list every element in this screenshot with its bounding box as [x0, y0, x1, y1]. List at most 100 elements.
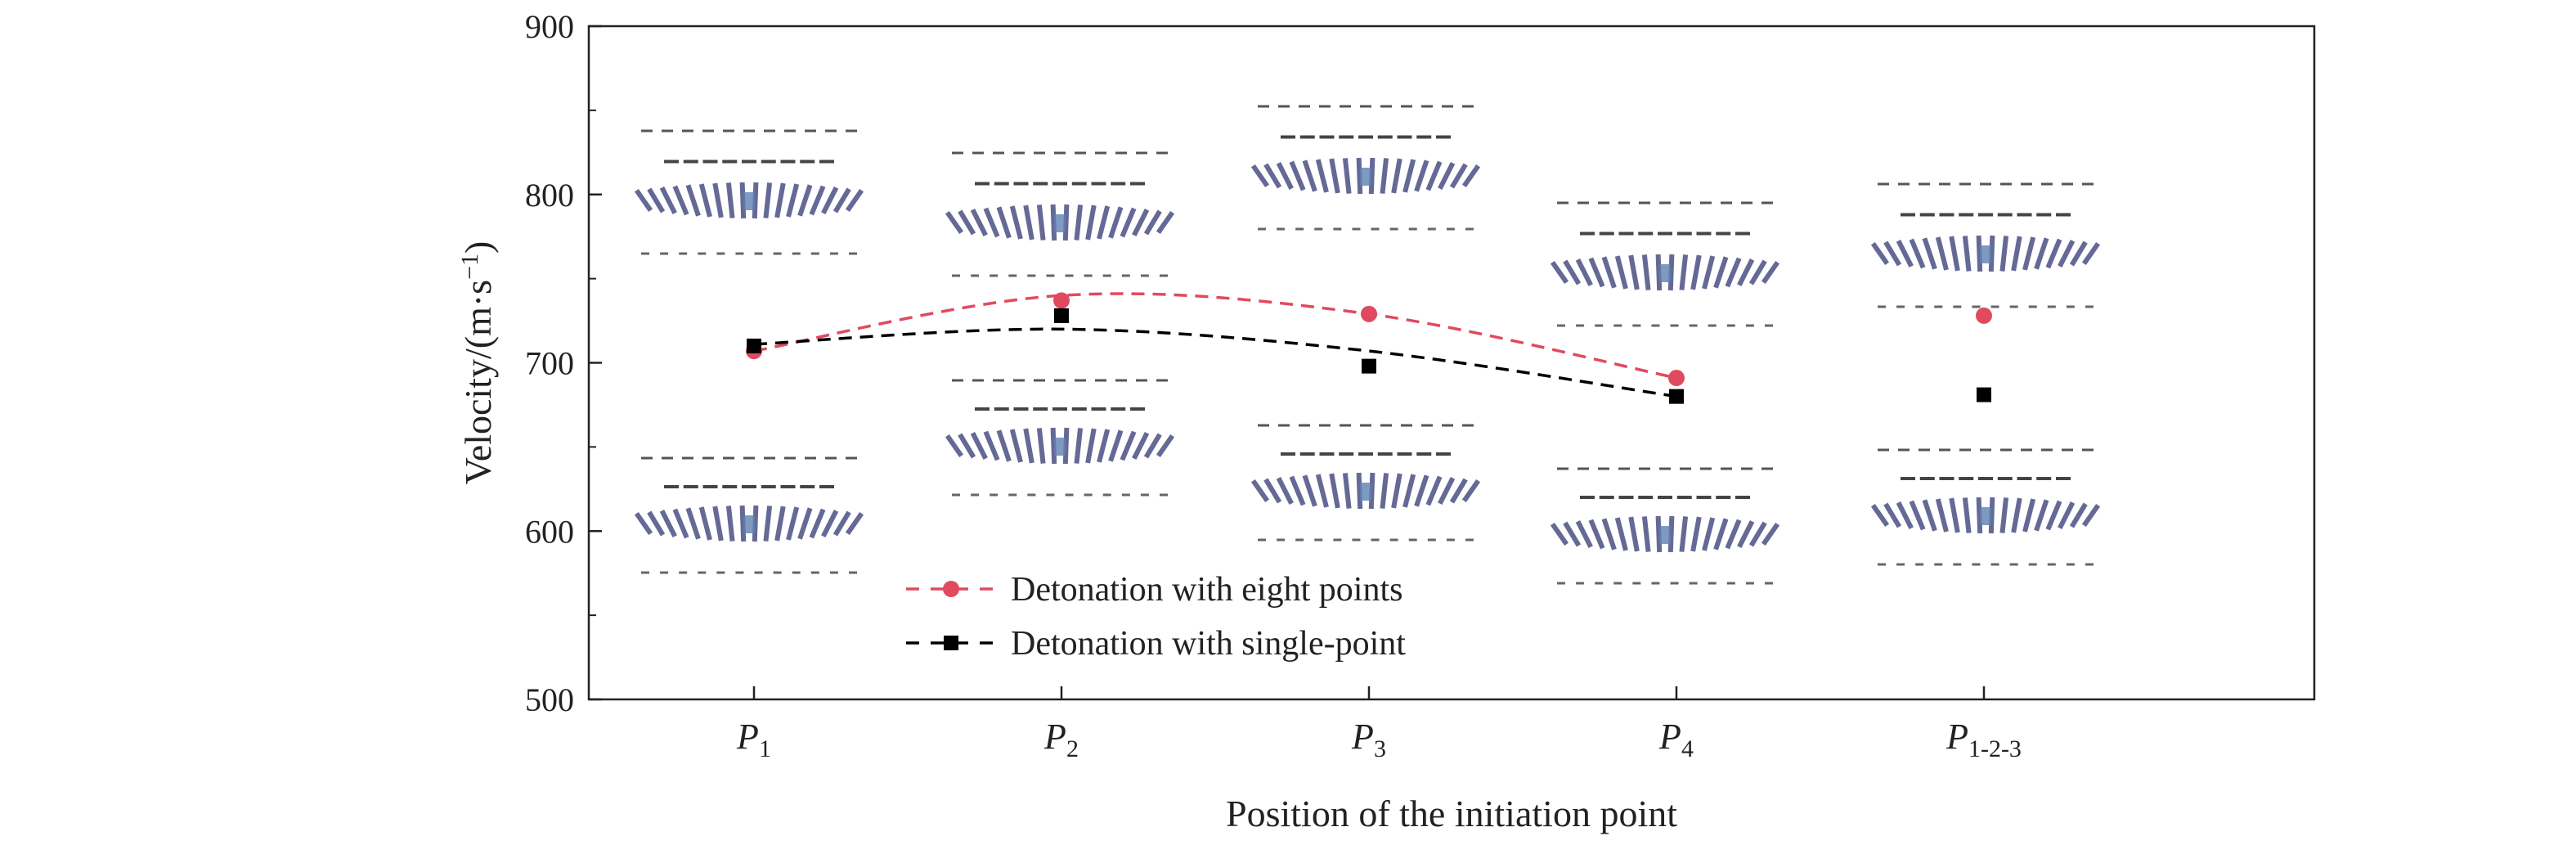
fragment-bar: [1641, 516, 1651, 552]
fragment-bar: [1883, 502, 1902, 528]
y-tick-label: 800: [525, 177, 574, 213]
fragment-bar: [832, 187, 851, 213]
fragment-core: [1054, 438, 1066, 456]
fragment-inset-bottom-2: [945, 379, 1175, 497]
fragment-bar: [647, 510, 666, 537]
fragment-bar: [1628, 254, 1640, 290]
fragment-bar: [685, 507, 701, 540]
data-point-series-1: [1976, 307, 1992, 324]
fragment-bar: [1289, 160, 1306, 191]
fragment-bar: [1949, 497, 1960, 533]
fragment-bar: [1761, 260, 1780, 285]
fragment-bar: [1588, 519, 1605, 550]
data-point-series-1: [1053, 292, 1070, 309]
fragment-bar: [1896, 501, 1914, 530]
fragment-inset-bottom-4: [1550, 467, 1780, 585]
fragment-bar: [712, 506, 724, 542]
fragment-bar: [763, 182, 773, 218]
fragment-bar: [672, 508, 689, 539]
fragment-bar: [2058, 501, 2076, 530]
fragment-bar: [1713, 518, 1729, 551]
fragment-bar: [958, 433, 976, 459]
fragment-bar: [2045, 500, 2062, 531]
fragment-bar: [1713, 256, 1729, 289]
fragment-bar: [2058, 239, 2076, 268]
fragment-bar: [945, 434, 964, 458]
fragment-bar: [1132, 208, 1150, 237]
y-axis-title: Velocity/(m·s−1): [456, 241, 499, 485]
fragment-bar: [2069, 240, 2088, 267]
data-point-series-2: [1054, 308, 1069, 323]
fragment-bar: [2022, 498, 2036, 533]
fragment-inset-top-5: [1870, 182, 2101, 308]
fragment-bar: [845, 511, 864, 536]
fragment-bar: [1641, 254, 1651, 290]
fragment-bar: [1342, 158, 1352, 194]
fragment-bar: [809, 508, 826, 539]
fragment-bar: [1949, 236, 1960, 272]
fragment-bar: [983, 430, 1000, 461]
fragment-insets: [634, 105, 2101, 585]
fragment-bar: [821, 186, 839, 215]
fragment-bar: [1748, 521, 1767, 547]
legend-marker-1: [943, 581, 959, 597]
fragment-bar: [698, 183, 712, 218]
fragment-bar: [1263, 163, 1282, 189]
fragment-inset-top-2: [945, 151, 1175, 277]
fragment-bar: [1250, 479, 1270, 503]
fragment-bar: [1009, 429, 1023, 463]
fragment-bar: [1250, 164, 1270, 188]
data-point-series-2: [1669, 389, 1684, 404]
fragment-bar: [2011, 497, 2022, 533]
fragment-bar: [2069, 502, 2088, 528]
fragment-bar: [2081, 503, 2101, 528]
fragment-bar: [1329, 473, 1340, 509]
fragment-bar: [1679, 516, 1689, 552]
plot-frame: [587, 25, 2316, 701]
fragment-bar: [1108, 206, 1124, 239]
fragment-bar: [1276, 161, 1294, 191]
fragment-bar: [712, 182, 724, 218]
fragment-bar: [786, 183, 800, 218]
legend-label-2: Detonation with single-point: [1011, 625, 1406, 663]
fragment-bar: [1679, 254, 1689, 290]
fragment-bar: [1922, 237, 1937, 270]
fragment-bar: [1725, 519, 1742, 550]
fragment-bar: [2011, 236, 2022, 272]
fragment-core: [743, 192, 755, 210]
fragment-inset-bottom-5: [1870, 448, 2101, 566]
fragment-bar: [1023, 428, 1034, 464]
fragment-bar: [1402, 159, 1416, 193]
fragment-bar: [809, 185, 826, 216]
fragment-bar: [1414, 474, 1429, 507]
fragment-bar: [1999, 497, 2009, 533]
fragment-bar: [1036, 205, 1046, 240]
fragment-bar: [1438, 476, 1456, 506]
fragment-bar: [1302, 160, 1317, 192]
data-point-series-2: [1977, 387, 1991, 402]
y-tick-label: 600: [525, 513, 574, 550]
fragment-core: [1980, 245, 1991, 263]
fragment-bar: [2045, 238, 2062, 269]
fragment-bar: [1023, 205, 1034, 240]
fragment-bar: [1550, 522, 1569, 546]
fragment-bar: [1935, 236, 1949, 271]
data-point-series-1: [1361, 305, 1377, 322]
x-tick-label: P2: [1043, 717, 1079, 762]
x-tick-label: P1: [736, 717, 771, 762]
x-tick-label: P4: [1658, 717, 1694, 762]
fragment-bar: [1074, 428, 1084, 464]
fragment-inset-top-4: [1550, 201, 1780, 327]
y-tick-label: 700: [525, 345, 574, 382]
fragment-bar: [970, 431, 988, 461]
fragment-bar: [1909, 238, 1926, 269]
fragment-bar: [685, 184, 701, 217]
fragment-bar: [1143, 209, 1162, 236]
fragment-bar: [2081, 241, 2101, 266]
fragment-bar: [1120, 430, 1137, 461]
fragment-bar: [2022, 236, 2036, 271]
fragment-core: [1980, 507, 1991, 525]
fragment-bar: [1922, 499, 1937, 532]
legend-label-1: Detonation with eight points: [1011, 571, 1402, 609]
fragment-bar: [1999, 236, 2009, 272]
